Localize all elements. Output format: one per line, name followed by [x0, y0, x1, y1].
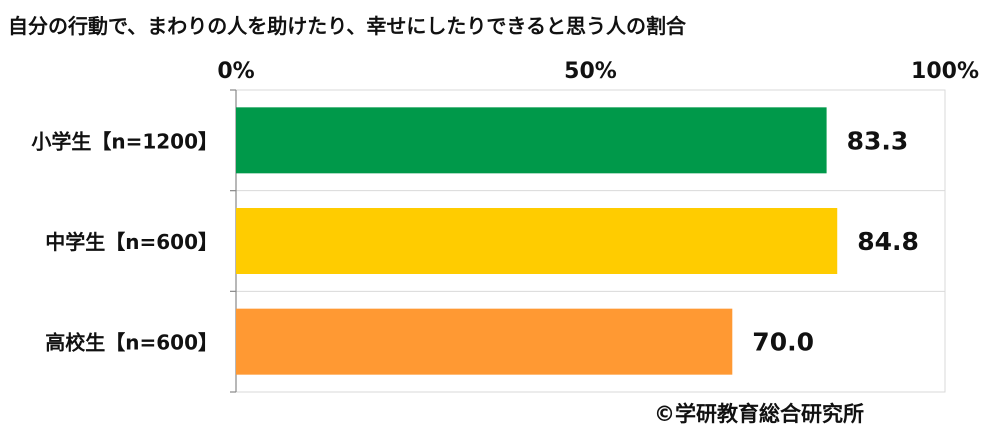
category-label: 高校生【n=600】 — [45, 331, 218, 355]
chart-title: 自分の行動で、まわりの人を助けたり、幸せにしたりできると思う人の割合 — [8, 14, 686, 38]
x-tick-label: 50% — [564, 59, 617, 84]
x-tick-label: 0% — [217, 59, 254, 84]
category-label: 小学生【n=1200】 — [31, 129, 218, 153]
x-tick-label: 100% — [911, 59, 979, 84]
data-label: 83.3 — [847, 126, 909, 155]
category-label: 中学生【n=600】 — [45, 230, 218, 254]
copyright-text: ©学研教育総合研究所 — [654, 402, 864, 426]
bar — [236, 107, 827, 174]
bar — [236, 208, 838, 274]
bar — [236, 308, 733, 375]
data-label: 84.8 — [857, 227, 919, 256]
data-label: 70.0 — [752, 328, 814, 357]
